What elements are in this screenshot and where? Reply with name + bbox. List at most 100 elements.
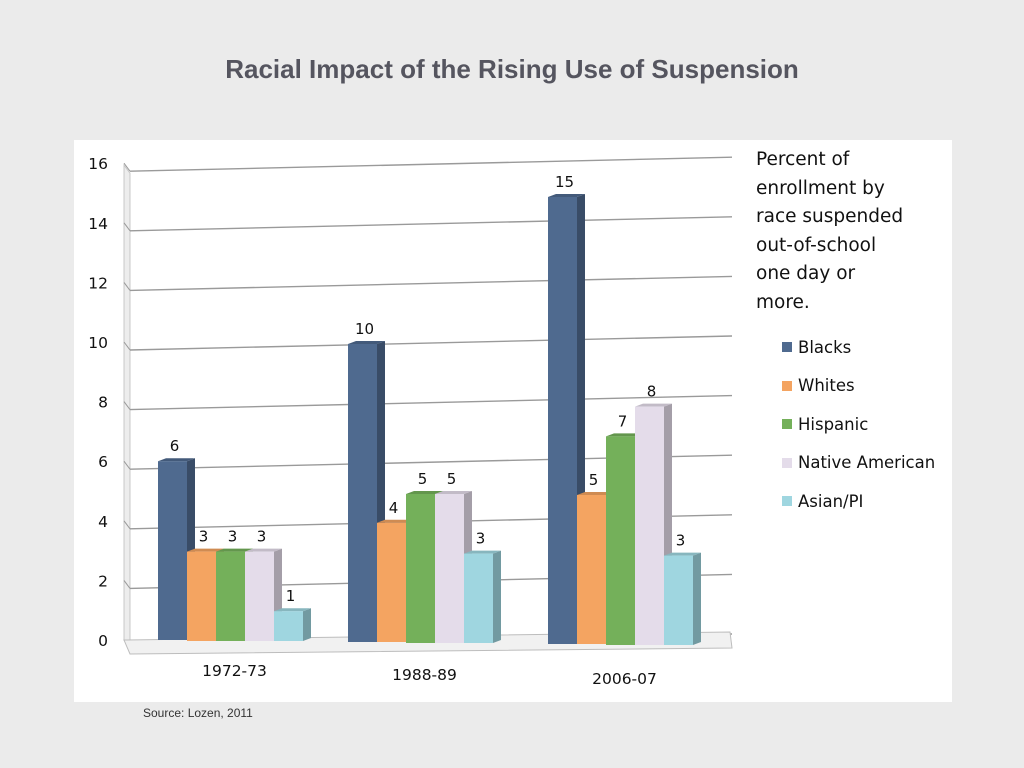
legend-item-hispanic: Hispanic	[782, 405, 952, 444]
legend-label: Whites	[798, 376, 855, 396]
gridline	[123, 520, 131, 530]
legend-item-native-american: Native American	[782, 444, 952, 483]
bar	[348, 344, 377, 642]
y-tick-label: 8	[98, 394, 108, 412]
legend-swatch-whites	[782, 380, 792, 391]
data-label: 10	[355, 320, 374, 338]
bar-top	[635, 403, 672, 407]
gridline	[123, 580, 131, 589]
gridline	[129, 216, 733, 232]
legend-label: Asian/PI	[798, 491, 864, 511]
bar	[464, 553, 493, 643]
bar-top	[158, 458, 195, 462]
bar-top	[377, 519, 414, 523]
x-category-label: 2006-07	[592, 670, 657, 688]
y-tick-label: 14	[88, 215, 108, 233]
legend-title-line: enrollment by	[756, 177, 885, 199]
bar	[635, 406, 664, 645]
legend-item-whites: Whites	[782, 367, 952, 406]
bar	[577, 495, 606, 644]
data-label: 8	[647, 383, 657, 401]
legend-label: Native American	[798, 453, 936, 473]
bar	[216, 551, 245, 641]
source-note: Source: Lozen, 2011	[143, 706, 253, 720]
bar	[245, 551, 274, 641]
bar	[664, 555, 693, 645]
gridline	[129, 275, 733, 292]
legend-swatch-native-american	[782, 457, 792, 468]
data-label: 5	[589, 471, 599, 489]
legend-title-line: one day or	[756, 263, 856, 284]
data-label: 3	[199, 528, 209, 546]
y-tick-label: 10	[88, 334, 108, 352]
data-label: 3	[228, 528, 238, 546]
bar-top	[406, 491, 443, 494]
legend-swatch-hispanic	[782, 419, 792, 430]
bar-top	[348, 341, 385, 344]
slide-title: Racial Impact of the Rising Use of Suspe…	[225, 54, 799, 84]
gridline	[123, 222, 131, 232]
legend-label: Hispanic	[798, 414, 869, 434]
chart-panel: 0 2 4 6 8 10 12 14 16 6 3 3 3 1 1972-73 10 4 5 5 3 1988-89 15…	[74, 140, 952, 702]
bar	[377, 522, 406, 642]
bar	[187, 551, 216, 641]
bar-top	[187, 548, 224, 552]
bar	[274, 611, 303, 641]
bar-top	[548, 194, 585, 197]
bar	[606, 436, 635, 645]
gridline	[123, 401, 131, 410]
bar-top	[216, 548, 253, 552]
gridline	[123, 341, 131, 351]
data-label: 5	[418, 470, 428, 488]
data-label: 15	[555, 173, 574, 191]
bar-side	[303, 608, 311, 641]
bar-chart: 0 2 4 6 8 10 12 14 16 6 3 3 3 1 1972-73 10 4 5 5 3 1988-89 15…	[88, 155, 733, 688]
x-category-label: 1972-73	[202, 662, 267, 680]
bar-top	[245, 548, 282, 552]
chart-side-wall	[123, 163, 131, 650]
gridline	[123, 162, 131, 172]
legend-item-asian-pi: Asian/PI	[782, 482, 952, 521]
bar-top	[606, 433, 643, 437]
gridline	[123, 460, 131, 470]
gridline	[129, 335, 733, 351]
bar	[158, 461, 187, 640]
x-category-label: 1988-89	[392, 666, 457, 684]
legend-title: Percent of enrollment by race suspended …	[756, 146, 946, 317]
data-label: 3	[476, 530, 486, 548]
legend-title-line: race suspended	[756, 206, 904, 227]
bar-top	[435, 491, 472, 494]
bar	[435, 494, 464, 643]
data-label: 1	[286, 587, 296, 605]
y-tick-label: 0	[98, 632, 108, 650]
data-label: 4	[389, 499, 399, 517]
legend-title-line: out-of-school	[756, 234, 877, 256]
bar-side	[493, 550, 501, 643]
legend-label: Blacks	[798, 337, 852, 357]
y-tick-label: 16	[88, 155, 108, 173]
legend-swatch-asian-pi	[782, 496, 792, 507]
y-tick-label: 12	[88, 274, 108, 292]
legend: Blacks Whites Hispanic Native American A…	[782, 328, 952, 521]
y-tick-label: 6	[98, 453, 108, 471]
legend-item-blacks: Blacks	[782, 328, 952, 367]
y-tick-label: 2	[98, 572, 108, 590]
data-label: 6	[170, 437, 180, 455]
legend-swatch-blacks	[782, 342, 792, 353]
legend-title-line: more.	[756, 291, 810, 313]
data-label: 5	[447, 470, 457, 488]
bar-top	[274, 608, 311, 612]
data-label: 7	[618, 412, 628, 430]
bar	[406, 494, 435, 643]
bar	[548, 197, 577, 644]
gridline	[129, 156, 733, 172]
legend-title-line: Percent of	[756, 149, 850, 170]
data-label: 3	[257, 528, 267, 546]
y-tick-label: 4	[98, 513, 108, 531]
bar-top	[577, 492, 614, 495]
gridline	[123, 282, 131, 291]
bar-top	[464, 550, 501, 554]
gridline	[129, 394, 733, 411]
bar-top	[664, 552, 701, 556]
data-label: 3	[676, 532, 686, 550]
